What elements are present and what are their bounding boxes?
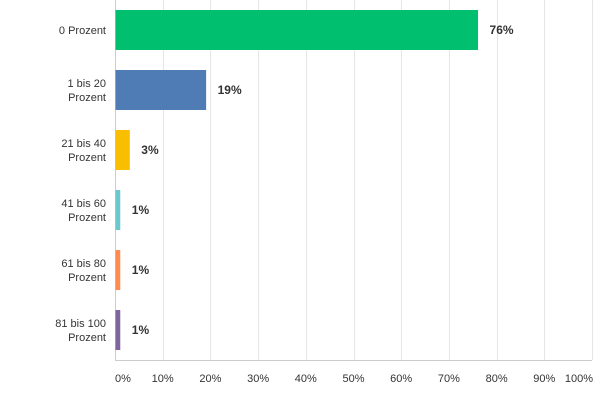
x-tick-label-4: 40% [295,373,317,385]
category-label-0: 0 Prozent [59,25,106,37]
x-tick-label-0: 0% [115,373,131,385]
category-label-line: 1 bis 20 [67,78,106,90]
category-label-line: 81 bis 100 [55,318,106,330]
category-label-3: 41 bis 60 Prozent [61,198,106,224]
bar-2 [115,130,130,170]
value-label-1: 19% [218,83,242,97]
x-tick-label-2: 20% [199,373,221,385]
x-tick-label-7: 70% [438,373,460,385]
value-label-0: 76% [490,23,514,37]
category-label-line: Prozent [68,332,106,344]
category-label-line: Prozent [68,272,106,284]
category-label-line: 21 bis 40 [61,138,106,150]
category-label-line: 41 bis 60 [61,198,106,210]
bar-0 [115,10,479,50]
bar-5 [115,310,121,350]
category-label-line: 61 bis 80 [61,258,106,270]
bar-1 [115,70,207,110]
category-label-line: Prozent [68,92,106,104]
value-label-2: 3% [141,143,159,157]
bar-4 [115,250,121,290]
x-tick-label-5: 50% [342,373,364,385]
category-label-1: 1 bis 20 Prozent [67,78,106,104]
x-tick-label-3: 30% [247,373,269,385]
category-label-line: Prozent [68,152,106,164]
category-label-4: 61 bis 80 Prozent [61,258,106,284]
x-tick-label-6: 60% [390,373,412,385]
category-label-5: 81 bis 100 Prozent [55,318,106,344]
value-label-4: 1% [132,263,150,277]
value-label-5: 1% [132,323,150,337]
x-tick-label-8: 80% [486,373,508,385]
category-label-line: Prozent [68,212,106,224]
x-tick-label-9: 90% [533,373,555,385]
category-label-2: 21 bis 40 Prozent [61,138,106,164]
category-label-line: 0 Prozent [59,25,106,37]
value-label-3: 1% [132,203,150,217]
x-tick-label-1: 10% [152,373,174,385]
bar-3 [115,190,121,230]
x-tick-label-10: 100% [565,373,593,385]
